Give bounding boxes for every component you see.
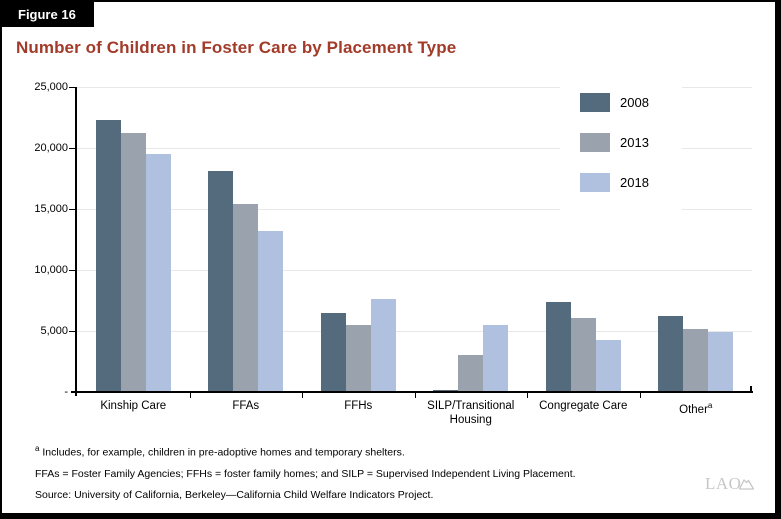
chart-legend: 2008 2013 2018 [560, 81, 682, 215]
legend-label-2018: 2018 [620, 175, 649, 190]
footnote-line-3: Source: University of California, Berkel… [35, 488, 434, 501]
x-axis-tick [189, 393, 191, 398]
bar-2008-ffas [208, 171, 234, 392]
y-axis-label-25000: 25,000 [34, 81, 68, 93]
category-label-kinship-care: Kinship Care [100, 400, 167, 412]
figure-label: Figure 16 [2, 2, 94, 27]
bar-2013-silp-transitional-housing [458, 355, 484, 392]
y-axis-tick [69, 270, 75, 271]
y-axis-label-zero: - [64, 386, 68, 398]
bar-2018-kinship-care [145, 154, 171, 392]
bar-2018-congregate-care [595, 339, 621, 392]
bar-2008-ffhs [320, 312, 346, 392]
lao-bear-icon [739, 479, 755, 490]
bar-2013-ffhs [345, 324, 371, 392]
lao-logo: LAO [705, 474, 755, 494]
footnote-line-2: FFAs = Foster Family Agencies; FFHs = fo… [35, 467, 576, 480]
lao-logo-text: LAO [705, 474, 742, 493]
legend-swatch-2008 [580, 93, 610, 112]
y-axis-label-5000: 5,000 [40, 325, 68, 337]
footnotes: a Includes, for example, children in pre… [35, 442, 576, 509]
y-axis-label-20000: 20,000 [34, 142, 68, 154]
legend-item-2013: 2013 [580, 133, 682, 152]
y-axis-label-10000: 10,000 [34, 264, 68, 276]
x-axis-tick [639, 393, 641, 398]
bar-2018-silp-transitional-housing [483, 324, 509, 392]
y-axis-tick [69, 331, 75, 332]
gridline-20000 [77, 147, 752, 149]
category-label-other: Othera [679, 401, 713, 416]
legend-label-2013: 2013 [620, 135, 649, 150]
x-axis-tick [414, 393, 416, 398]
bar-2018-ffas [258, 230, 284, 392]
bar-2008-congregate-care [545, 301, 571, 392]
bar-2008-other [658, 316, 684, 392]
bar-chart: -5,000 10,000 15,000 20,000 25,000 2008 2013 2… [2, 2, 775, 513]
y-axis-label-15000: 15,000 [34, 203, 68, 215]
legend-label-2008: 2008 [620, 95, 649, 110]
y-axis-tick [69, 148, 75, 149]
legend-item-2008: 2008 [580, 93, 682, 112]
bar-2018-other [708, 332, 734, 392]
category-label-ffas: FFAs [232, 400, 260, 412]
gridline-25000 [77, 86, 752, 88]
chart-title: Number of Children in Foster Care by Pla… [16, 38, 457, 57]
category-label-silp-transitional-housing: SILP/Transitional Housing [427, 400, 515, 426]
y-axis-tick [69, 87, 75, 88]
gridline-15000 [77, 208, 752, 210]
y-axis-tick [69, 209, 75, 210]
x-axis-tick [527, 393, 528, 398]
bar-2008-kinship-care [95, 119, 121, 392]
x-axis-line [71, 391, 753, 393]
category-label-ffhs: FFHs [344, 400, 373, 412]
footnote-line-1: a Includes, for example, children in pre… [35, 444, 405, 459]
bar-2013-congregate-care [570, 317, 596, 392]
legend-swatch-2018 [580, 173, 610, 192]
gridline-10000 [77, 269, 752, 271]
category-label-congregate-care: Congregate Care [539, 400, 628, 412]
footnote-marker: a [707, 401, 713, 410]
footnote-marker: a [35, 444, 40, 453]
bar-2008-silp-transitional-housing [433, 389, 459, 392]
bar-2013-kinship-care [120, 133, 146, 392]
plot-area [77, 86, 752, 392]
x-axis-end-tick [750, 386, 752, 392]
gridline-5000 [77, 330, 752, 332]
legend-swatch-2013 [580, 133, 610, 152]
x-axis-tick [302, 393, 303, 398]
bar-2013-other [683, 328, 709, 392]
legend-item-2018: 2018 [580, 173, 682, 192]
bar-2018-ffhs [370, 299, 396, 392]
bar-2013-ffas [233, 204, 259, 392]
y-axis-line [75, 87, 77, 396]
